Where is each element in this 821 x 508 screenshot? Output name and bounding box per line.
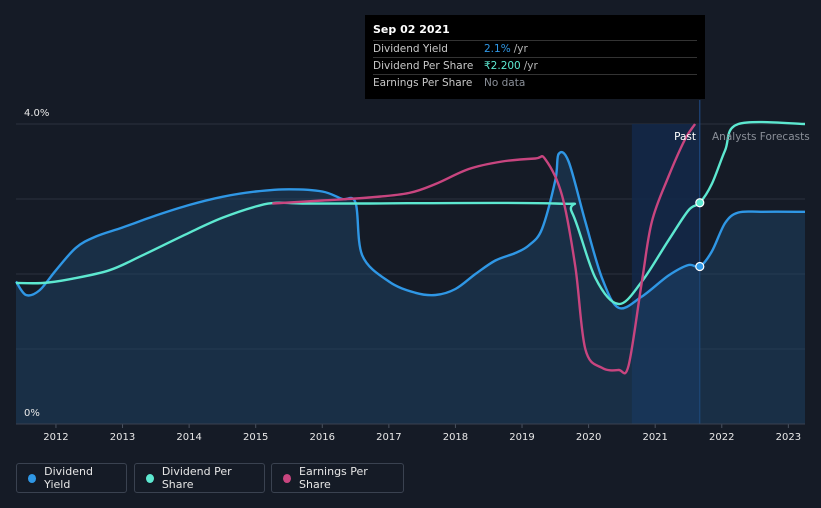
x-tick-label: 2016: [310, 432, 335, 443]
x-axis-ticks: 2012 2013 2014 2015 2016 2017 2018 2019 2020 2021…: [16, 423, 805, 443]
legend-dividend-per-share[interactable]: Dividend Per Share: [134, 463, 265, 493]
x-tick-label: 2014: [176, 432, 201, 443]
x-tick-label: 2023: [776, 432, 801, 443]
tooltip-unit: /yr: [513, 43, 528, 55]
y-axis-bottom-label: 0%: [24, 408, 40, 419]
tooltip-row-dividend-yield: Dividend Yield 2.1% /yr: [373, 40, 697, 57]
legend-dot-icon: [28, 473, 37, 483]
past-label: Past: [674, 131, 696, 143]
x-tick-label: 2022: [709, 432, 734, 443]
tooltip: Sep 02 2021 Dividend Yield 2.1% /yr Divi…: [365, 15, 705, 99]
x-tick-label: 2013: [110, 432, 135, 443]
dividend-yield-line: [14, 150, 806, 310]
forecast-label: Analysts Forecasts: [712, 131, 810, 143]
x-tick-label: 2018: [443, 432, 468, 443]
x-tick-label: 2015: [243, 432, 268, 443]
legend-label: Dividend Per Share: [161, 465, 232, 491]
tooltip-row-dividend-per-share: Dividend Per Share ₹2.200 /yr: [373, 57, 697, 74]
legend-label: Earnings Per Share: [299, 465, 368, 491]
y-axis-top-label: 4.0%: [24, 108, 49, 119]
tooltip-value: 2.1%: [484, 43, 511, 55]
tooltip-row-earnings-per-share: Earnings Per Share No data: [373, 74, 697, 91]
earnings-per-share-line: [272, 123, 697, 375]
x-tick-label: 2021: [642, 432, 667, 443]
series-markers: [695, 198, 705, 272]
marker-point: [695, 261, 705, 272]
tooltip-label: Dividend Per Share: [373, 60, 474, 72]
legend-dot-icon: [283, 473, 292, 483]
tooltip-value: No data: [484, 77, 526, 89]
x-tick-label: 2012: [43, 432, 68, 443]
tooltip-label: Earnings Per Share: [373, 77, 473, 89]
dividend-yield-area: [16, 152, 805, 424]
tooltip-value: ₹2.200: [484, 60, 521, 72]
x-tick-label: 2019: [509, 432, 534, 443]
legend-dot-icon: [146, 473, 154, 483]
marker-point: [695, 198, 705, 208]
x-tick-label: 2020: [576, 432, 601, 443]
series-fills: [16, 152, 805, 424]
tooltip-date: Sep 02 2021: [373, 23, 450, 36]
legend-label: Dividend Yield: [44, 465, 93, 491]
legend-earnings-per-share[interactable]: Earnings Per Share: [271, 463, 404, 493]
tooltip-unit: /yr: [523, 60, 538, 72]
x-tick-label: 2017: [376, 432, 401, 443]
tooltip-label: Dividend Yield: [373, 43, 448, 55]
legend-dividend-yield[interactable]: Dividend Yield: [16, 463, 127, 493]
